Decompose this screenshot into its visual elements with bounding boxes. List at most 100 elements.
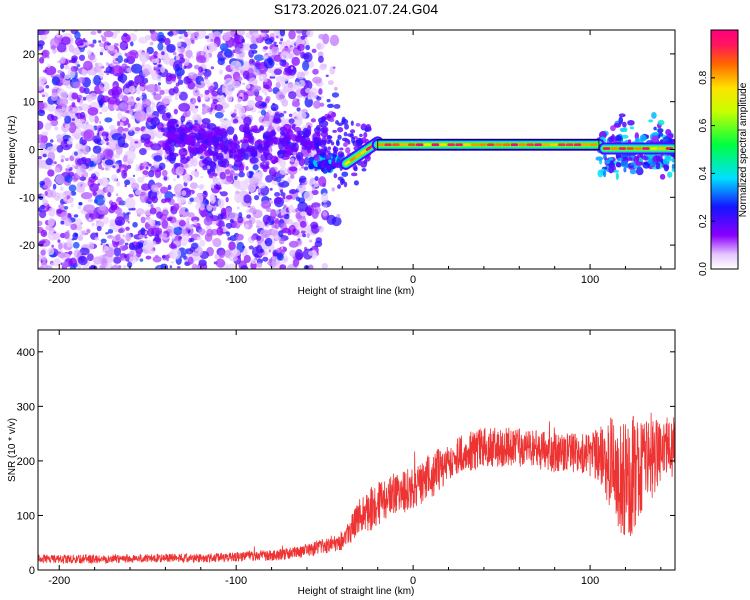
spectrogram-noise-cell: [297, 45, 301, 50]
spectrogram-noise-cell: [156, 224, 160, 229]
spectrogram-noise-cell: [39, 34, 48, 41]
colorbar-tick-label: 0.8: [698, 70, 709, 84]
spectrogram-noise-cell: [60, 220, 65, 225]
spectrogram-noise-cell: [76, 186, 85, 193]
spectrogram-noise-cell: [127, 164, 132, 170]
spectrogram-noise-cell: [273, 68, 283, 76]
spectrogram-noise-cell: [58, 204, 65, 209]
spectrogram-noise-cell: [116, 120, 121, 127]
spectrogram-noise-cell: [122, 133, 127, 140]
spectrogram-noise-cell: [68, 137, 74, 142]
spectrogram-noise-cell: [58, 242, 63, 250]
spectrogram-noise-cell: [140, 227, 146, 236]
spectrogram-disturbance-cell: [661, 164, 668, 168]
spectrogram-noise-cell: [134, 126, 141, 132]
spectrogram-noise-cell: [70, 65, 78, 72]
spectrogram-noise-cell: [91, 222, 95, 227]
spectrogram-noise-cell: [114, 43, 119, 47]
spectrogram-noise-cell: [81, 139, 87, 145]
spectrogram-noise-cell: [242, 216, 247, 221]
spectrogram-noise-cell: [194, 171, 200, 178]
spectrogram-noise-cell: [301, 40, 305, 44]
spectrogram-noise-cell: [105, 232, 109, 235]
spectrogram-noise-cell: [303, 52, 313, 63]
spectrogram-noise-cell: [288, 118, 295, 124]
spectrogram-noise-cell: [157, 265, 161, 269]
spectrogram-noise-cell: [173, 86, 179, 94]
spectrogram-noise-cell: [109, 124, 116, 131]
spectrogram-noise-cell: [233, 153, 242, 163]
spectrogram-noise-cell: [90, 31, 97, 36]
spectrogram-noise-cell: [309, 239, 313, 243]
spectrogram-noise-cell: [109, 62, 115, 68]
spectrogram-noise-cell: [295, 196, 301, 202]
spectrogram-noise-cell: [137, 176, 145, 184]
spectrogram-noise-cell: [94, 236, 100, 241]
spectrogram-noise-cell: [68, 44, 75, 53]
spectrogram-noise-cell: [64, 206, 69, 210]
spectrogram-noise-cell: [69, 79, 73, 83]
spectrogram-noise-cell: [314, 176, 319, 181]
spectrogram-y-tick-label: 10: [23, 97, 35, 109]
spectrogram-noise-cell: [254, 95, 263, 103]
spectrogram-noise-cell: [287, 176, 292, 183]
spectrogram-noise-cell: [240, 30, 244, 33]
carrier-core: [360, 149, 367, 155]
spectrogram-noise-cell: [285, 194, 293, 200]
spectrogram-noise-cell: [273, 136, 278, 145]
spectrogram-noise-cell: [156, 131, 164, 139]
spectrogram-noise-cell: [128, 85, 136, 94]
spectrogram-noise-cell: [131, 182, 140, 191]
spectrogram-noise-cell: [95, 232, 99, 236]
spectrogram-noise-cell: [214, 104, 224, 112]
spectrogram-noise-cell: [132, 221, 138, 228]
spectrogram-noise-cell: [199, 203, 205, 211]
spectrogram-noise-cell: [202, 70, 206, 73]
spectrogram-noise-cell: [235, 47, 242, 55]
spectrogram-noise-cell: [208, 42, 218, 52]
spectrogram-noise-cell: [103, 197, 107, 201]
spectrogram-noise-cell: [44, 65, 57, 76]
spectrogram-disturbance-cell: [604, 159, 611, 165]
spectrogram-noise-cell: [325, 165, 333, 171]
spectrogram-noise-cell: [236, 206, 240, 210]
spectrogram-noise-cell: [90, 154, 97, 160]
spectrogram-noise-cell: [156, 211, 163, 219]
spectrogram-noise-cell: [141, 183, 151, 191]
spectrogram-noise-cell: [341, 137, 348, 142]
spectrogram-noise-cell: [76, 64, 81, 68]
carrier-core: [344, 160, 351, 166]
spectrogram-noise-cell: [107, 234, 114, 239]
spectrogram-noise-cell: [90, 43, 95, 48]
spectrogram-disturbance-cell: [616, 157, 624, 162]
spectrogram-noise-cell: [317, 163, 322, 169]
spectrogram-noise-cell: [232, 135, 238, 142]
spectrogram-noise-cell: [278, 238, 285, 245]
spectrogram-noise-cell: [68, 121, 77, 134]
spectrogram-noise-cell: [117, 112, 123, 120]
spectrogram-noise-cell: [150, 117, 160, 127]
spectrogram-noise-cell: [269, 187, 273, 191]
spectrogram-noise-cell: [150, 31, 159, 42]
spectrogram-disturbance-cell: [636, 155, 640, 163]
spectrogram-disturbance-cell: [657, 119, 665, 126]
spectrogram-noise-cell: [82, 265, 89, 269]
spectrogram-noise-cell: [147, 249, 155, 255]
spectrogram-noise-cell: [226, 95, 233, 103]
spectrogram-noise-cell: [272, 117, 282, 124]
spectrogram-noise-cell: [151, 184, 159, 193]
spectrogram-noise-cell: [204, 53, 210, 58]
spectrogram-noise-cell: [244, 224, 249, 230]
spectrogram-noise-cell: [123, 264, 127, 269]
spectrogram-noise-cell: [261, 87, 268, 94]
spectrogram-disturbance-cell: [662, 136, 671, 143]
spectrogram-disturbance-cell: [651, 135, 659, 143]
spectrogram-noise-cell: [122, 155, 128, 163]
spectrogram-disturbance-cell: [655, 161, 661, 170]
spectrogram-noise-cell: [83, 60, 93, 71]
spectrogram-noise-cell: [100, 167, 105, 171]
spectrogram-noise-cell: [196, 236, 203, 241]
spectrogram-noise-cell: [39, 30, 50, 36]
spectrogram-noise-cell: [321, 262, 329, 269]
spectrogram-noise-cell: [237, 97, 242, 103]
